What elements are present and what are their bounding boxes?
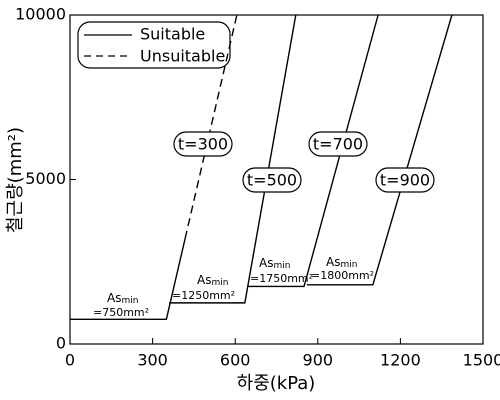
series-label: t=500	[247, 171, 297, 190]
x-tick-label: 600	[220, 351, 251, 370]
as-min-text: As	[259, 256, 273, 270]
as-min-value: =1750mm²	[250, 272, 313, 285]
line	[306, 14, 453, 286]
as-min-label: Asmin	[326, 255, 357, 270]
as-min-text: As	[197, 273, 211, 287]
y-axis-label: 철근량(mm²)	[5, 127, 26, 233]
x-tick-label: 0	[65, 351, 75, 370]
as-min-value: =750mm²	[93, 306, 149, 319]
series-label-box	[242, 167, 302, 193]
as-min-value: =1800mm²	[311, 269, 374, 282]
series-label: t=900	[380, 171, 430, 190]
series-label-box	[173, 131, 233, 157]
series-label-box	[308, 131, 368, 157]
y-tick-label: 10000	[15, 5, 66, 24]
x-tick-label: 1200	[380, 351, 421, 370]
as-min-sub: min	[211, 278, 228, 288]
as-min-value: =1250mm²	[172, 289, 235, 302]
legend-label: Suitable	[140, 25, 205, 44]
as-min-label: Asmin	[107, 291, 138, 306]
x-tick-label: 1500	[463, 351, 500, 370]
line	[247, 14, 379, 288]
as-min-text: As	[107, 291, 121, 305]
line	[169, 14, 297, 304]
as-min-sub: min	[340, 260, 357, 270]
y-tick-label: 0	[56, 334, 66, 353]
legend-label: Unsuitable	[140, 47, 225, 66]
as-min-sub: min	[273, 261, 290, 271]
line	[70, 238, 186, 321]
x-tick-label: 300	[137, 351, 168, 370]
as-min-label: Asmin	[259, 256, 290, 271]
series-label: t=700	[313, 135, 363, 154]
series-label: t=300	[178, 135, 228, 154]
as-min-sub: min	[121, 296, 138, 306]
as-min-label: Asmin	[197, 273, 228, 288]
y-tick-label: 5000	[25, 169, 66, 188]
series-label-box	[375, 167, 435, 193]
as-min-text: As	[326, 255, 340, 269]
x-axis-label: 하중(kPa)	[237, 373, 316, 394]
x-tick-label: 900	[303, 351, 334, 370]
